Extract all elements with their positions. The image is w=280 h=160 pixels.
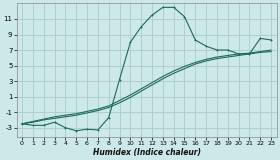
X-axis label: Humidex (Indice chaleur): Humidex (Indice chaleur) (93, 148, 200, 156)
